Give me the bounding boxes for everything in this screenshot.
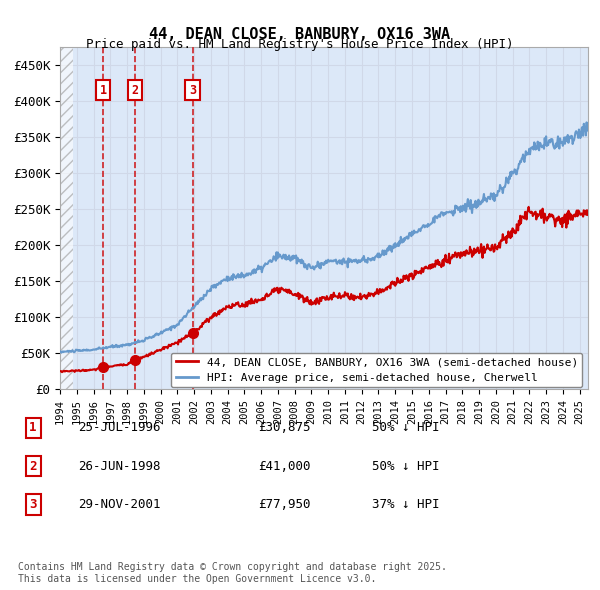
Text: 29-NOV-2001: 29-NOV-2001 [78, 498, 161, 511]
Text: 25-JUL-1996: 25-JUL-1996 [78, 421, 161, 434]
Text: Contains HM Land Registry data © Crown copyright and database right 2025.
This d: Contains HM Land Registry data © Crown c… [18, 562, 447, 584]
Text: Price paid vs. HM Land Registry's House Price Index (HPI): Price paid vs. HM Land Registry's House … [86, 38, 514, 51]
Text: £77,950: £77,950 [258, 498, 311, 511]
Text: 50% ↓ HPI: 50% ↓ HPI [372, 421, 439, 434]
Text: 1: 1 [100, 84, 107, 97]
Text: 3: 3 [29, 498, 37, 511]
Text: 1: 1 [29, 421, 37, 434]
Text: £30,875: £30,875 [258, 421, 311, 434]
Bar [60, 47, 73, 389]
Text: 2: 2 [29, 460, 37, 473]
Legend: 44, DEAN CLOSE, BANBURY, OX16 3WA (semi-detached house), HPI: Average price, sem: 44, DEAN CLOSE, BANBURY, OX16 3WA (semi-… [171, 353, 583, 387]
Text: 44, DEAN CLOSE, BANBURY, OX16 3WA: 44, DEAN CLOSE, BANBURY, OX16 3WA [149, 27, 451, 41]
Text: 2: 2 [131, 84, 139, 97]
Text: 26-JUN-1998: 26-JUN-1998 [78, 460, 161, 473]
Text: 50% ↓ HPI: 50% ↓ HPI [372, 460, 439, 473]
Text: £41,000: £41,000 [258, 460, 311, 473]
Text: 37% ↓ HPI: 37% ↓ HPI [372, 498, 439, 511]
Text: 3: 3 [189, 84, 196, 97]
